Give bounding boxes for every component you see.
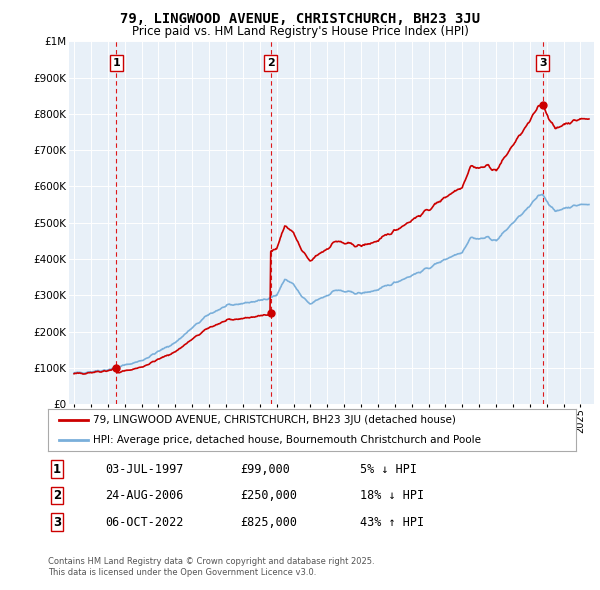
Text: 3: 3 — [53, 516, 61, 529]
Text: £250,000: £250,000 — [240, 489, 297, 502]
Text: 03-JUL-1997: 03-JUL-1997 — [105, 463, 184, 476]
Text: 5% ↓ HPI: 5% ↓ HPI — [360, 463, 417, 476]
Text: Contains HM Land Registry data © Crown copyright and database right 2025.: Contains HM Land Registry data © Crown c… — [48, 558, 374, 566]
Text: 79, LINGWOOD AVENUE, CHRISTCHURCH, BH23 3JU (detached house): 79, LINGWOOD AVENUE, CHRISTCHURCH, BH23 … — [93, 415, 456, 425]
Text: HPI: Average price, detached house, Bournemouth Christchurch and Poole: HPI: Average price, detached house, Bour… — [93, 435, 481, 445]
Text: 3: 3 — [539, 58, 547, 68]
Text: This data is licensed under the Open Government Licence v3.0.: This data is licensed under the Open Gov… — [48, 568, 316, 577]
Text: £825,000: £825,000 — [240, 516, 297, 529]
Text: 2: 2 — [266, 58, 274, 68]
Text: 18% ↓ HPI: 18% ↓ HPI — [360, 489, 424, 502]
Text: 2: 2 — [53, 489, 61, 502]
Text: 24-AUG-2006: 24-AUG-2006 — [105, 489, 184, 502]
Text: £99,000: £99,000 — [240, 463, 290, 476]
Text: 1: 1 — [112, 58, 120, 68]
Text: 1: 1 — [53, 463, 61, 476]
Text: 79, LINGWOOD AVENUE, CHRISTCHURCH, BH23 3JU: 79, LINGWOOD AVENUE, CHRISTCHURCH, BH23 … — [120, 12, 480, 26]
Text: 43% ↑ HPI: 43% ↑ HPI — [360, 516, 424, 529]
Text: Price paid vs. HM Land Registry's House Price Index (HPI): Price paid vs. HM Land Registry's House … — [131, 25, 469, 38]
Text: 06-OCT-2022: 06-OCT-2022 — [105, 516, 184, 529]
